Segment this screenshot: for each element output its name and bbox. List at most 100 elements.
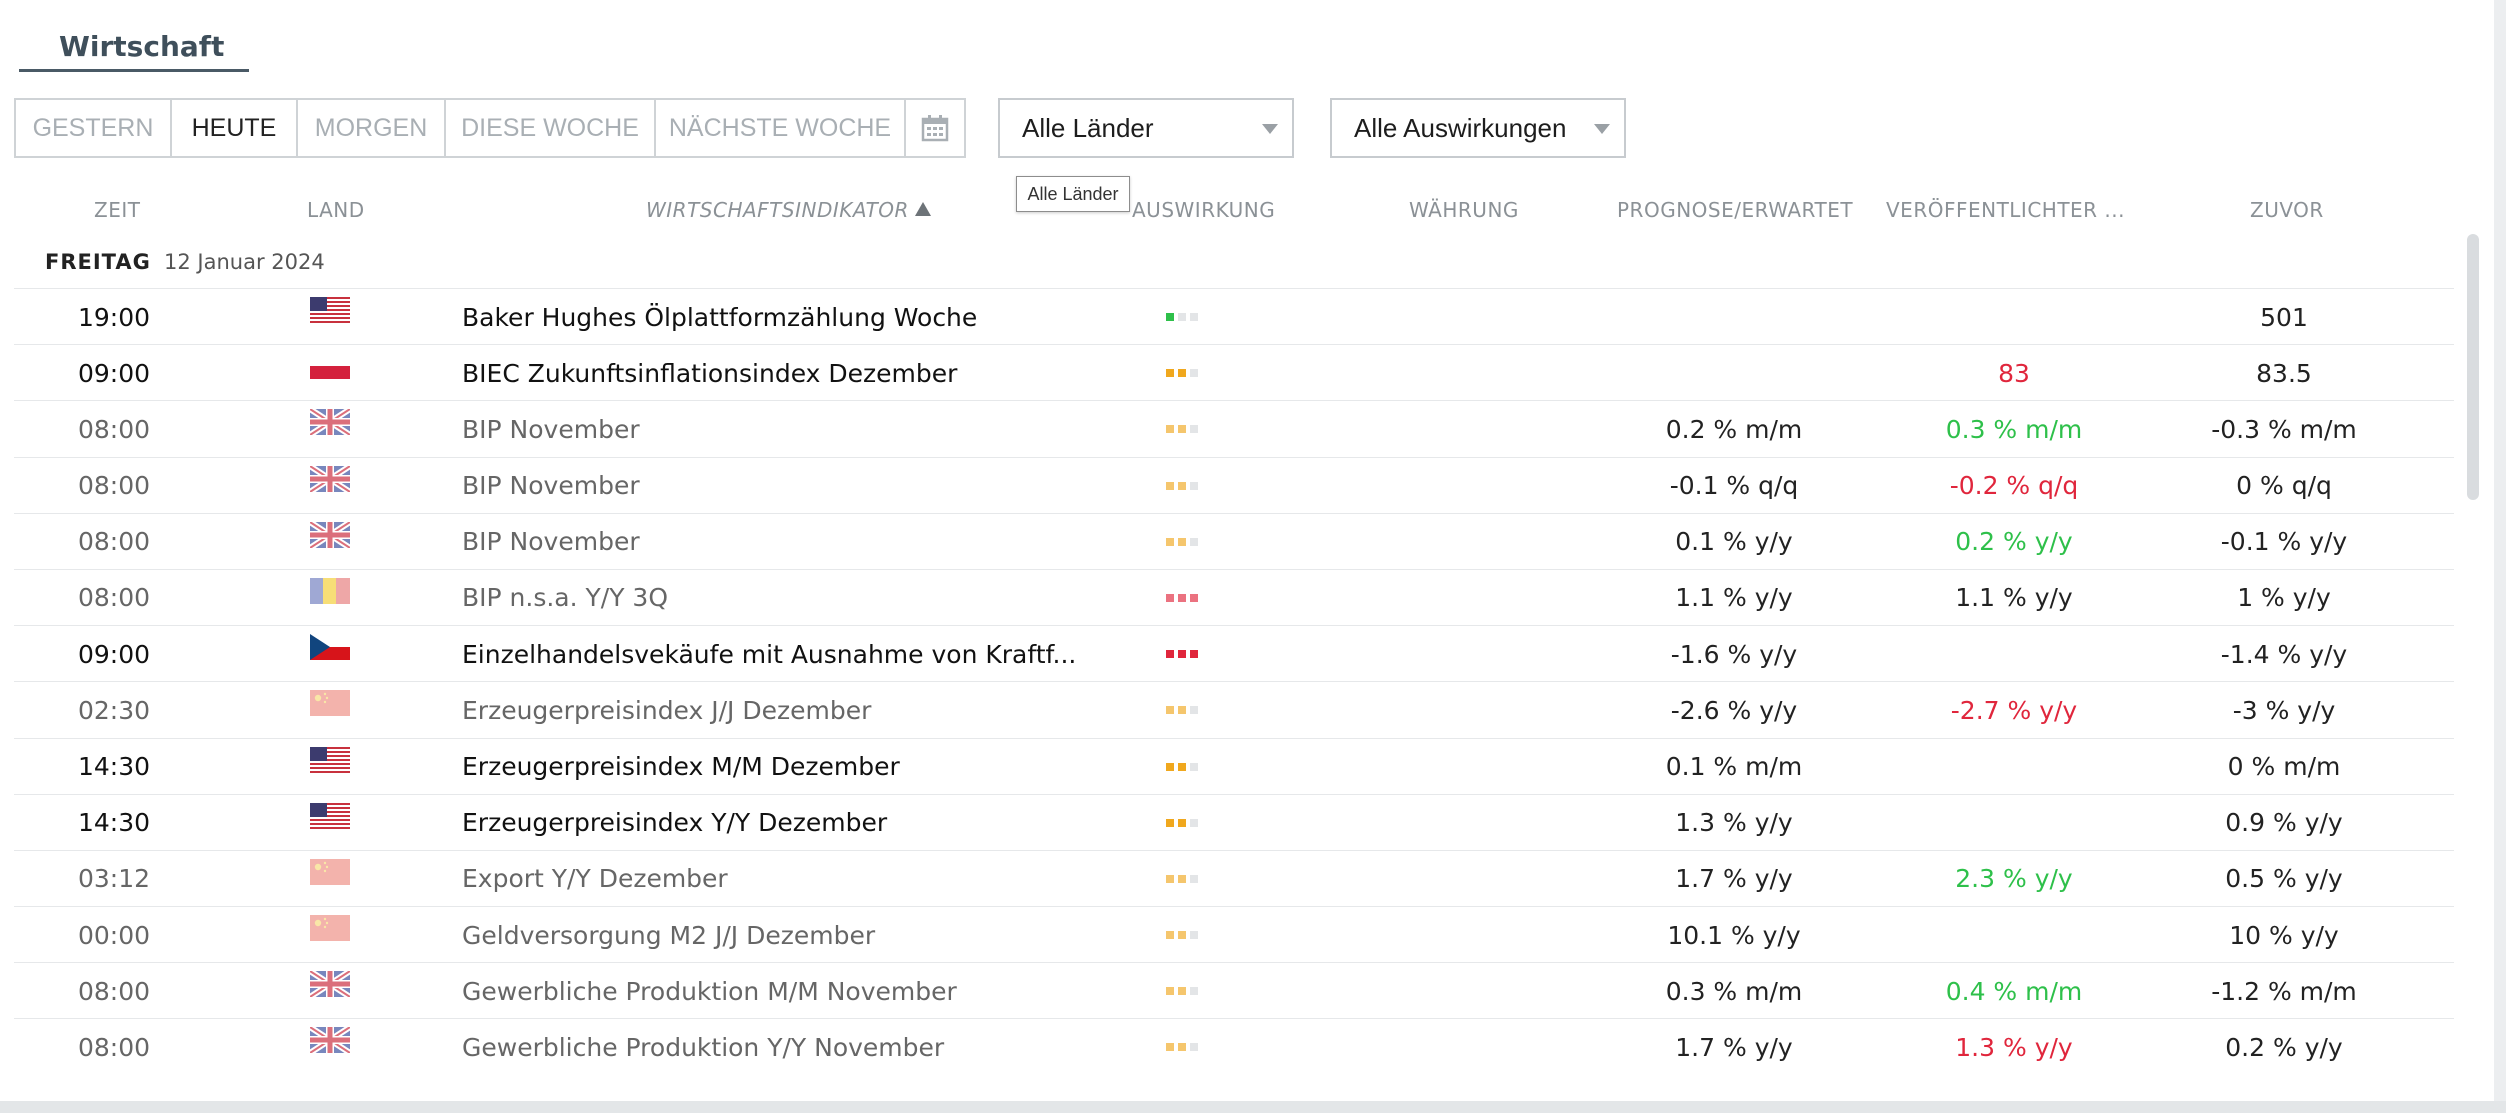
- table-row[interactable]: 08:00 BIP November -0.1 % q/q -0.2 % q/q 0 %…: [14, 456, 2454, 513]
- event-indicator[interactable]: Geldversorgung M2 J/J Dezember: [462, 920, 876, 950]
- event-time: 14:30: [77, 808, 151, 838]
- country-flag-icon: [310, 577, 350, 604]
- horizontal-scrollbar-track[interactable]: [0, 1101, 2506, 1113]
- impact-dot: [1190, 1043, 1198, 1052]
- chevron-down-icon: [1262, 124, 1278, 134]
- table-row[interactable]: 08:00 Gewerbliche Produktion M/M November…: [14, 962, 2454, 1018]
- impact-dot: [1166, 593, 1174, 602]
- event-indicator[interactable]: Gewerbliche Produktion M/M November: [462, 976, 957, 1006]
- impact-dot: [1178, 987, 1186, 996]
- impact-dot: [1166, 706, 1174, 715]
- impact-indicator: [1166, 626, 1226, 682]
- event-forecast: -1.6 % y/y: [1670, 639, 1798, 669]
- table-row[interactable]: 19:00 Baker Hughes Ölplattformzählung Woc…: [14, 288, 2454, 344]
- day-date: 12 Januar 2024: [164, 250, 325, 274]
- event-time: 09:00: [77, 639, 151, 669]
- column-header-currency[interactable]: WÄHRUNG: [1409, 198, 1519, 222]
- table-row[interactable]: 03:12 Export Y/Y Dezember 1.7 % y/y 2.3 % y…: [14, 849, 2454, 907]
- event-forecast: 1.3 % y/y: [1675, 808, 1793, 838]
- table-row[interactable]: 00:00 Geldversorgung M2 J/J Dezember 10.1 …: [14, 906, 2454, 962]
- event-indicator[interactable]: Einzelhandelsvekäufe mit Ausnahme von Kr…: [462, 639, 1077, 669]
- impact-dot: [1178, 369, 1186, 378]
- period-yesterday-button[interactable]: GESTERN: [16, 100, 172, 156]
- table-row[interactable]: 02:30 Erzeugerpreisindex J/J Dezember -2.6…: [14, 681, 2454, 737]
- table-row[interactable]: 14:30 Erzeugerpreisindex M/M Dezember 0.1 …: [14, 737, 2454, 794]
- impact-dot: [1190, 369, 1198, 378]
- country-select-value: Alle Länder: [1022, 112, 1154, 143]
- impact-dot: [1178, 481, 1186, 490]
- column-header-indicator[interactable]: WIRTSCHAFTSINDIKATOR: [646, 198, 931, 222]
- event-indicator[interactable]: BIP n.s.a. Y/Y 3Q: [462, 583, 669, 613]
- event-indicator[interactable]: BIEC Zukunftsinflationsindex Dezember: [462, 358, 958, 388]
- section-tab-wirtschaft[interactable]: Wirtschaft: [19, 26, 249, 72]
- event-previous: 0 % q/q: [2236, 471, 2332, 501]
- period-this-week-button[interactable]: DIESE WOCHE: [446, 100, 656, 156]
- column-header-actual[interactable]: VERÖFFENTLICHTER ...: [1886, 198, 2126, 222]
- impact-dot: [1190, 313, 1198, 321]
- impact-dot: [1166, 931, 1174, 940]
- event-indicator[interactable]: BIP November: [462, 414, 640, 444]
- country-flag-icon: [310, 521, 350, 548]
- country-flag-icon: [310, 690, 350, 717]
- country-flag-icon: [310, 297, 350, 323]
- event-forecast: 0.2 % m/m: [1665, 414, 1803, 444]
- impact-dot: [1166, 762, 1174, 771]
- period-selector: GESTERN HEUTE MORGEN DIESE WOCHE NÄCHSTE…: [14, 98, 966, 158]
- event-actual: 0.2 % y/y: [1955, 527, 2073, 557]
- event-time: 08:00: [77, 527, 151, 557]
- period-tomorrow-button[interactable]: MORGEN: [298, 100, 446, 156]
- sort-ascending-icon: [914, 202, 931, 216]
- column-header-forecast[interactable]: PROGNOSE/ERWARTET: [1617, 198, 1854, 222]
- country-flag-icon: [310, 634, 350, 661]
- period-today-button[interactable]: HEUTE: [172, 100, 298, 156]
- impact-indicator: [1166, 851, 1226, 907]
- period-next-week-button[interactable]: NÄCHSTE WOCHE: [656, 100, 906, 156]
- event-indicator[interactable]: Baker Hughes Ölplattformzählung Woche: [462, 302, 978, 332]
- calendar-button[interactable]: [906, 100, 964, 156]
- event-indicator[interactable]: BIP November: [462, 527, 640, 557]
- country-flag-icon: [310, 465, 350, 492]
- event-indicator[interactable]: Erzeugerpreisindex J/J Dezember: [462, 695, 872, 725]
- country-flag-icon: [310, 858, 350, 885]
- event-previous: 10 % y/y: [2229, 920, 2339, 950]
- impact-dot: [1178, 537, 1186, 546]
- event-time: 03:12: [77, 864, 151, 894]
- table-row[interactable]: 09:00 BIEC Zukunftsinflationsindex Dezemb…: [14, 344, 2454, 400]
- impact-dot: [1166, 369, 1174, 378]
- column-header-country[interactable]: LAND: [307, 198, 365, 222]
- event-time: 02:30: [77, 695, 151, 725]
- event-actual: 1.3 % y/y: [1955, 1032, 2073, 1062]
- country-flag-icon: [310, 409, 350, 436]
- impact-dot: [1166, 650, 1174, 659]
- calendar-icon: [921, 115, 949, 142]
- country-flag-icon: [310, 746, 350, 773]
- event-time: 08:00: [77, 976, 151, 1006]
- impact-dot: [1190, 987, 1198, 996]
- event-indicator[interactable]: BIP November: [462, 471, 640, 501]
- table-row[interactable]: 08:00 BIP n.s.a. Y/Y 3Q 1.1 % y/y 1.1 % y/y…: [14, 568, 2454, 626]
- column-header-previous[interactable]: ZUVOR: [2250, 198, 2324, 222]
- event-time: 19:00: [77, 302, 151, 332]
- event-indicator[interactable]: Export Y/Y Dezember: [462, 864, 728, 894]
- table-row[interactable]: 08:00 BIP November 0.2 % m/m 0.3 % m/m -0.3 …: [14, 400, 2454, 456]
- table-row[interactable]: 08:00 BIP November 0.1 % y/y 0.2 % y/y -0.1 …: [14, 512, 2454, 569]
- vertical-scrollbar[interactable]: [2467, 234, 2479, 500]
- country-select[interactable]: Alle Länder: [998, 98, 1294, 158]
- column-header-impact[interactable]: AUSWIRKUNG: [1132, 198, 1276, 222]
- impact-dot: [1166, 425, 1174, 434]
- table-row[interactable]: 08:00 Gewerbliche Produktion Y/Y November…: [14, 1018, 2454, 1074]
- impact-dot: [1190, 593, 1198, 602]
- impact-dot: [1190, 818, 1198, 827]
- table-row[interactable]: 14:30 Erzeugerpreisindex Y/Y Dezember 1.3 …: [14, 793, 2454, 850]
- impact-dot: [1190, 425, 1198, 434]
- event-previous: -1.2 % m/m: [2211, 976, 2357, 1006]
- event-indicator[interactable]: Gewerbliche Produktion Y/Y November: [462, 1032, 945, 1062]
- column-header-time[interactable]: ZEIT: [94, 198, 141, 222]
- event-indicator[interactable]: Erzeugerpreisindex Y/Y Dezember: [462, 808, 888, 838]
- impact-select[interactable]: Alle Auswirkungen: [1330, 98, 1626, 158]
- country-flag-icon: [310, 915, 350, 942]
- table-row[interactable]: 09:00 Einzelhandelsvekäufe mit Ausnahme v…: [14, 625, 2454, 681]
- impact-indicator: [1166, 345, 1226, 401]
- event-indicator[interactable]: Erzeugerpreisindex M/M Dezember: [462, 752, 900, 781]
- impact-indicator: [1166, 570, 1226, 626]
